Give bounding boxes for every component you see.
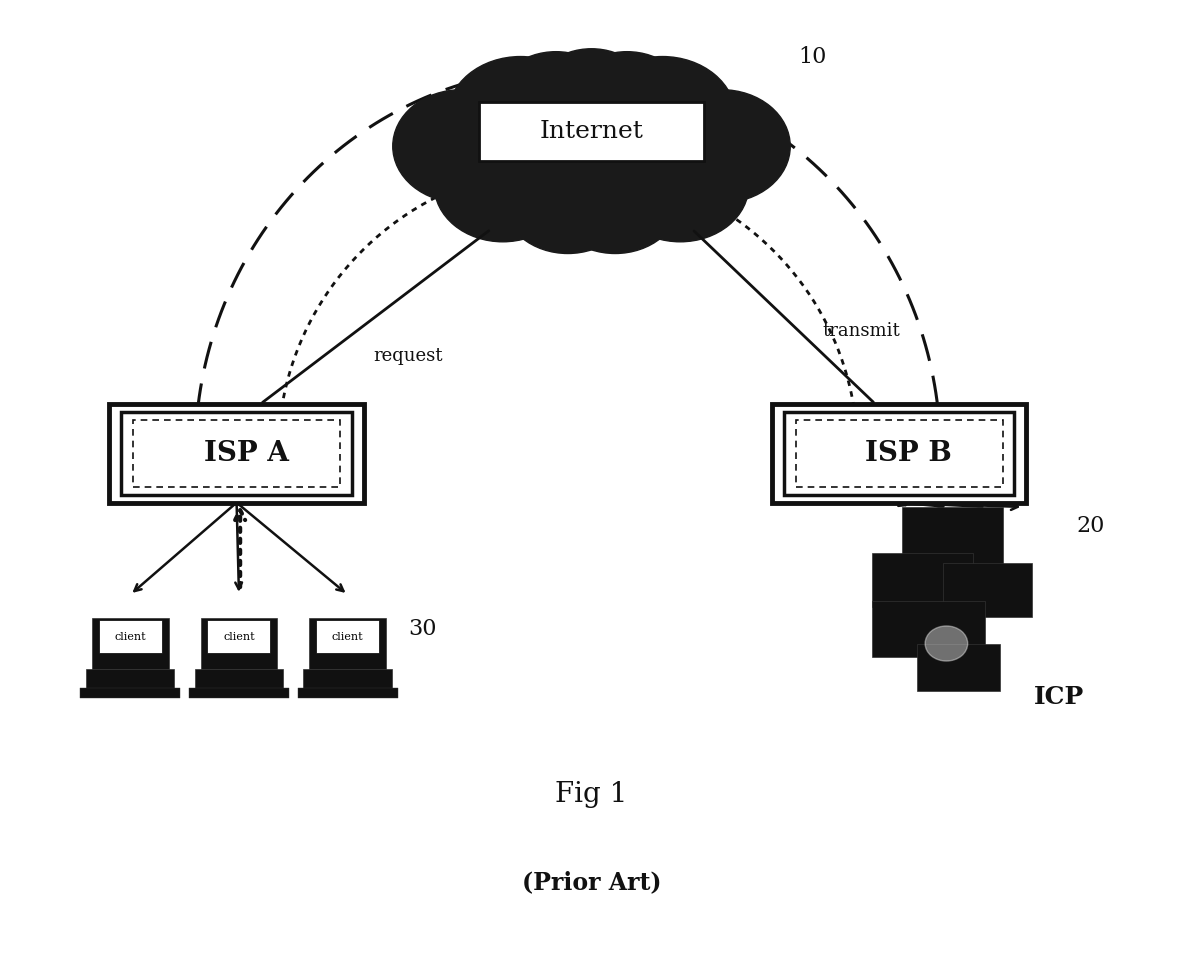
Bar (194, 669, 284, 688)
Text: Fig 1: Fig 1 (555, 781, 628, 808)
Circle shape (589, 57, 736, 177)
Bar (316, 620, 380, 653)
Bar (479, 102, 704, 161)
Bar (86, 669, 175, 688)
Circle shape (393, 90, 530, 203)
Text: ISP B: ISP B (865, 440, 952, 467)
Text: 10: 10 (799, 46, 827, 67)
Circle shape (550, 146, 680, 254)
Bar (134, 419, 341, 487)
Bar (917, 644, 1000, 691)
Circle shape (506, 66, 677, 207)
Bar (298, 688, 397, 698)
Circle shape (503, 146, 633, 254)
Circle shape (434, 129, 571, 242)
Circle shape (491, 73, 692, 239)
Circle shape (565, 52, 689, 153)
Text: Internet: Internet (539, 120, 644, 143)
Bar (207, 620, 271, 653)
Text: 20: 20 (1077, 516, 1105, 537)
Bar (189, 688, 289, 698)
Bar (795, 419, 1003, 487)
Bar (304, 669, 393, 688)
Bar (122, 411, 353, 494)
Text: request: request (374, 347, 442, 365)
Bar (872, 601, 984, 657)
Text: (Prior Art): (Prior Art) (522, 871, 661, 894)
Circle shape (925, 626, 968, 661)
Text: ISP A: ISP A (203, 440, 289, 467)
Bar (201, 618, 278, 669)
Bar (310, 618, 386, 669)
Text: 30: 30 (408, 618, 437, 640)
Circle shape (612, 129, 749, 242)
Circle shape (653, 90, 790, 203)
Bar (901, 507, 1002, 566)
Bar (771, 404, 1026, 503)
Text: ICP: ICP (1034, 685, 1084, 709)
Bar (110, 404, 363, 503)
Text: client: client (115, 632, 146, 642)
Bar (783, 411, 1014, 494)
Circle shape (447, 57, 594, 177)
Circle shape (532, 49, 651, 146)
Text: transmit: transmit (822, 323, 900, 340)
Bar (92, 618, 169, 669)
Bar (944, 564, 1032, 617)
Bar (80, 688, 180, 698)
Circle shape (494, 52, 618, 153)
Text: client: client (332, 632, 363, 642)
Text: client: client (224, 632, 254, 642)
Bar (98, 620, 162, 653)
Bar (872, 554, 972, 606)
